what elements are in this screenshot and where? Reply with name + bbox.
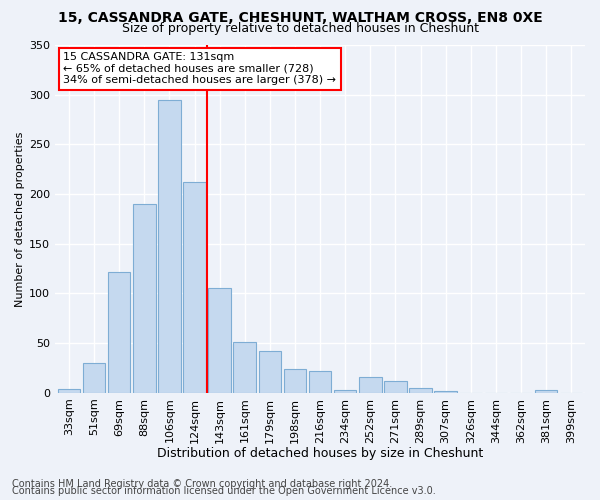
Bar [108,272,130,393]
Bar [259,351,281,393]
Bar [158,100,181,393]
Bar [183,182,206,393]
Text: Size of property relative to detached houses in Cheshunt: Size of property relative to detached ho… [121,22,479,35]
Bar [535,390,557,393]
Bar [434,391,457,393]
Bar [309,371,331,393]
Bar [409,388,432,393]
X-axis label: Distribution of detached houses by size in Cheshunt: Distribution of detached houses by size … [157,447,483,460]
Bar [133,204,155,393]
Bar [83,363,106,393]
Bar [284,369,306,393]
Text: 15, CASSANDRA GATE, CHESHUNT, WALTHAM CROSS, EN8 0XE: 15, CASSANDRA GATE, CHESHUNT, WALTHAM CR… [58,11,542,25]
Bar [359,377,382,393]
Bar [58,389,80,393]
Text: Contains HM Land Registry data © Crown copyright and database right 2024.: Contains HM Land Registry data © Crown c… [12,479,392,489]
Text: 15 CASSANDRA GATE: 131sqm
← 65% of detached houses are smaller (728)
34% of semi: 15 CASSANDRA GATE: 131sqm ← 65% of detac… [63,52,336,85]
Bar [334,390,356,393]
Bar [208,288,231,393]
Bar [233,342,256,393]
Bar [384,381,407,393]
Text: Contains public sector information licensed under the Open Government Licence v3: Contains public sector information licen… [12,486,436,496]
Y-axis label: Number of detached properties: Number of detached properties [15,131,25,306]
